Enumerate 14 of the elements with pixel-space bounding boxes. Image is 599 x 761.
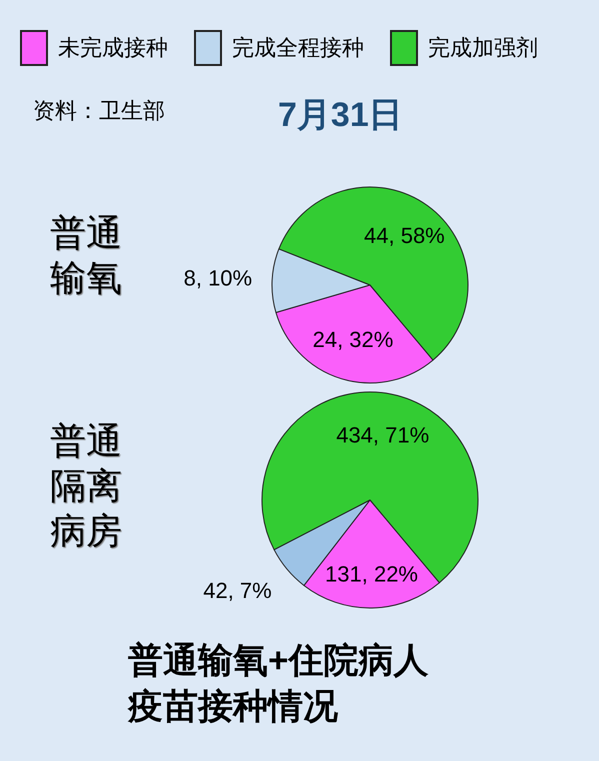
text: 普通输氧+住院病人疫苗接种情况 xyxy=(128,640,430,728)
legend-label: 完成全程接种 xyxy=(232,34,364,62)
data-label: 24, 32% xyxy=(312,327,394,352)
legend-label: 完成加强剂 xyxy=(428,34,538,62)
data-label: 131, 22% xyxy=(325,561,418,586)
text: 普通隔离病房 xyxy=(50,419,123,553)
text: 资料：卫生部 xyxy=(33,97,165,125)
data-label: 434, 71% xyxy=(336,422,430,448)
data-label: 44, 58% xyxy=(364,223,445,248)
legend-label: 未完成接种 xyxy=(58,34,168,62)
data-label: 42, 7% xyxy=(203,578,272,604)
data-label: 8, 10% xyxy=(184,265,252,290)
text: 普通输氧 xyxy=(50,211,123,300)
text: 7月31日 xyxy=(278,95,403,136)
